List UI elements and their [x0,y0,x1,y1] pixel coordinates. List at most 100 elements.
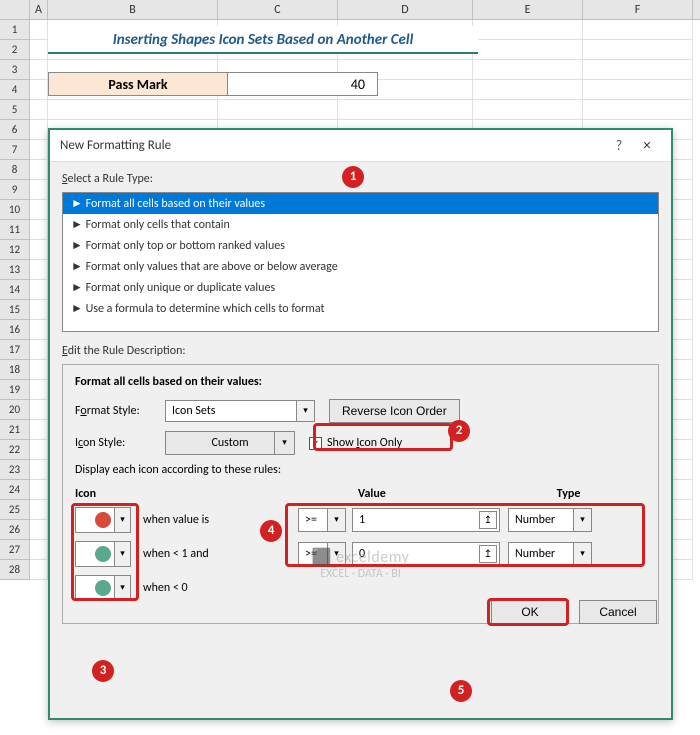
row-25[interactable]: 25 [0,500,30,520]
edit-desc-label: Edit the Rule Description: [62,344,659,358]
row-1[interactable]: 1 [0,20,30,40]
header-type: Type [557,487,646,501]
title-cell: Inserting Shapes Icon Sets Based on Anot… [48,26,478,54]
col-C[interactable]: C [218,0,338,19]
chevron-down-icon: ▾ [573,509,591,531]
column-headers: A B C D E F [0,0,700,20]
row-20[interactable]: 20 [0,400,30,420]
show-icon-only-checkbox[interactable]: ✓ [309,437,322,450]
row-13[interactable]: 13 [0,260,30,280]
row-27[interactable]: 27 [0,540,30,560]
circle-icon [95,512,111,528]
operator-select[interactable]: >=▾ [298,508,346,532]
chevron-down-icon: ▾ [296,401,314,421]
rule-type-item[interactable]: ► Format all cells based on their values [63,193,658,214]
passmark-value[interactable]: 40 [228,72,378,96]
badge-4: 4 [260,520,282,542]
row-14[interactable]: 14 [0,280,30,300]
row-24[interactable]: 24 [0,480,30,500]
row-2[interactable]: 2 [0,40,30,60]
header-value: Value [358,487,557,501]
col-D[interactable]: D [338,0,473,19]
display-rules-label: Display each icon according to these rul… [75,463,646,477]
icon-select[interactable]: ▾ [75,541,131,567]
desc-heading: Format all cells based on their values: [75,375,646,389]
circle-icon [95,546,111,562]
rule-type-item[interactable]: ► Use a formula to determine which cells… [63,298,658,319]
chevron-down-icon: ▾ [327,509,345,531]
row-8[interactable]: 8 [0,160,30,180]
icon-style-select[interactable]: Custom ▾ [165,431,295,455]
help-button[interactable]: ? [605,137,633,154]
icon-select[interactable]: ▾ [75,507,131,533]
when-text: when value is [143,513,238,527]
reverse-icon-order-button[interactable]: Reverse Icon Order [329,399,460,423]
format-style-label: Format Style: [75,404,165,418]
chevron-down-icon: ▾ [114,542,130,566]
chevron-down-icon: ▾ [114,508,130,532]
row-28[interactable]: 28 [0,560,30,580]
row-9[interactable]: 9 [0,180,30,200]
new-formatting-rule-dialog: New Formatting Rule ? × Select a Rule Ty… [48,128,673,720]
watermark: ⬛ exceldemy EXCEL · DATA · BI [312,547,410,581]
close-button[interactable]: × [633,137,661,155]
chevron-down-icon: ▾ [573,543,591,565]
row-15[interactable]: 15 [0,300,30,320]
row-12[interactable]: 12 [0,240,30,260]
row-headers: 1234567891011121314151617181920212223242… [0,20,30,580]
icon-style-label: Icon Style: [75,436,165,450]
badge-5: 5 [450,680,472,702]
format-style-value: Icon Sets [172,404,215,418]
badge-1: 1 [342,166,364,188]
type-select[interactable]: Number▾ [508,508,592,532]
icon-style-value: Custom [211,436,248,450]
row-22[interactable]: 22 [0,440,30,460]
row-6[interactable]: 6 [0,120,30,140]
row-19[interactable]: 19 [0,380,30,400]
icon-rule-row: ▾ when value is >=▾1↥ Number▾ [75,507,646,533]
col-A[interactable]: A [30,0,48,19]
dialog-footer: OK Cancel [491,600,657,624]
row-11[interactable]: 11 [0,220,30,240]
passmark-label: Pass Mark [48,72,228,96]
show-icon-only-label: Show Icon Only [327,436,402,450]
range-ref-icon[interactable]: ↥ [479,545,497,563]
row-21[interactable]: 21 [0,420,30,440]
circle-icon [95,580,111,596]
col-F[interactable]: F [583,0,693,19]
row-4[interactable]: 4 [0,80,30,100]
range-ref-icon[interactable]: ↥ [479,511,497,529]
type-select[interactable]: Number▾ [508,542,592,566]
cancel-button[interactable]: Cancel [579,600,657,624]
value-input[interactable]: 1↥ [352,508,500,532]
when-text: when < 1 and [143,547,238,561]
row-17[interactable]: 17 [0,340,30,360]
header-icon: Icon [75,487,204,501]
ok-button[interactable]: OK [491,600,569,624]
rule-type-item[interactable]: ► Format only unique or duplicate values [63,277,658,298]
chevron-down-icon: ▾ [274,432,294,454]
badge-3: 3 [92,660,114,682]
format-style-select[interactable]: Icon Sets ▾ [165,400,315,422]
col-E[interactable]: E [473,0,583,19]
badge-2: 2 [448,420,470,442]
col-B[interactable]: B [48,0,218,19]
rule-description-box: Format all cells based on their values: … [62,364,659,624]
icon-rules-table: Icon Value Type ▾ when value is >=▾1↥ Numbe… [75,487,646,601]
row-7[interactable]: 7 [0,140,30,160]
rule-type-item[interactable]: ► Format only values that are above or b… [63,256,658,277]
rule-type-item[interactable]: ► Format only cells that contain [63,214,658,235]
row-18[interactable]: 18 [0,360,30,380]
rule-type-item[interactable]: ► Format only top or bottom ranked value… [63,235,658,256]
row-3[interactable]: 3 [0,60,30,80]
chevron-down-icon: ▾ [114,576,130,600]
row-23[interactable]: 23 [0,460,30,480]
row-10[interactable]: 10 [0,200,30,220]
rule-type-list[interactable]: ► Format all cells based on their values… [62,192,659,332]
row-5[interactable]: 5 [0,100,30,120]
when-text: when < 0 [143,581,238,595]
icon-select[interactable]: ▾ [75,575,131,601]
row-16[interactable]: 16 [0,320,30,340]
row-26[interactable]: 26 [0,520,30,540]
dialog-title: New Formatting Rule [60,138,605,153]
